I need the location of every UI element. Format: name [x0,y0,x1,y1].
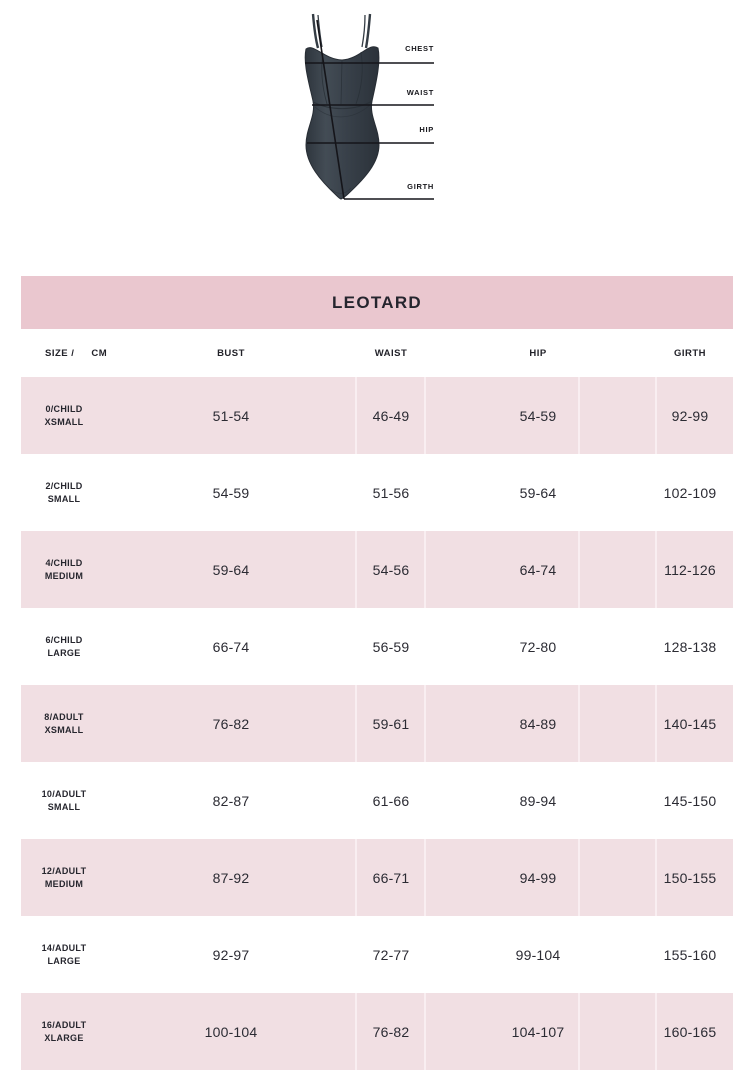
waist-value: 66-71 [372,869,410,886]
size-cell: 4/CHILD MEDIUM [24,531,104,608]
girth-value: 128-138 [663,638,717,655]
size-label-line: 6/CHILD [45,634,83,645]
size-unit-header: SIZE / CM [45,329,175,377]
girth-value: 102-109 [663,484,717,501]
bust-value: 59-64 [212,561,250,578]
size-label-line: SMALL [47,493,81,504]
column-header-bust: BUST [217,347,245,359]
table-row: 8/ADULT XSMALL 76-82 59-61 84-89 140-145 [21,685,733,762]
size-label-line: 2/CHILD [45,480,83,491]
size-chart: LEOTARD SIZE / CM BUST WAIST HIP GIRTH 0… [21,276,733,1070]
hip-value: 64-74 [519,561,557,578]
size-label-line: XLARGE [44,1032,84,1043]
size-cell: 10/ADULT SMALL [24,762,104,839]
table-row: 10/ADULT SMALL 82-87 61-66 89-94 145-150 [21,762,733,839]
chart-title: LEOTARD [332,292,422,312]
hip-value: 104-107 [511,1023,565,1040]
girth-diagonal-line [316,19,345,200]
column-header-hip: HIP [529,347,547,359]
size-label-line: XSMALL [44,724,84,735]
column-header-girth: GIRTH [673,347,707,359]
waist-value: 54-56 [372,561,410,578]
unit-header-label: CM [91,347,108,359]
bust-value: 82-87 [212,792,250,809]
size-label-line: 12/ADULT [41,865,87,876]
girth-value: 160-165 [663,1023,717,1040]
waist-label: WAIST [406,88,434,97]
size-label-line: 16/ADULT [41,1019,87,1030]
size-label-line: 4/CHILD [45,557,83,568]
size-cell: 0/CHILD XSMALL [24,377,104,454]
waist-value: 51-56 [372,484,410,501]
waist-value: 59-61 [372,715,410,732]
table-row: 0/CHILD XSMALL 51-54 46-49 54-59 92-99 [21,377,733,454]
hip-value: 54-59 [519,407,557,424]
girth-value: 112-126 [664,561,716,578]
girth-value: 140-145 [663,715,717,732]
table-row: 6/CHILD LARGE 66-74 56-59 72-80 128-138 [21,608,733,685]
table-row: 4/CHILD MEDIUM 59-64 54-56 64-74 112-126 [21,531,733,608]
bust-value: 54-59 [212,484,250,501]
size-label-line: XSMALL [44,416,84,427]
hip-value: 72-80 [519,638,557,655]
waist-value: 61-66 [372,792,410,809]
bust-value: 76-82 [212,715,250,732]
leotard-seams [312,51,373,194]
column-header-waist: WAIST [374,347,408,359]
girth-value: 155-160 [663,946,717,963]
size-label-line: 0/CHILD [45,403,83,414]
size-label-line: MEDIUM [44,570,84,581]
size-label-line: SMALL [47,801,81,812]
hip-value: 84-89 [519,715,557,732]
measurement-diagram: CHEST WAIST HIP GIRTH [0,0,754,240]
girth-value: 150-155 [663,869,717,886]
chart-header-row: SIZE / CM BUST WAIST HIP GIRTH [21,329,733,377]
table-row: 12/ADULT MEDIUM 87-92 66-71 94-99 150-155 [21,839,733,916]
size-cell: 8/ADULT XSMALL [24,685,104,762]
waist-value: 56-59 [372,638,410,655]
measurement-lines [305,19,434,200]
size-header-label: SIZE / [45,347,75,359]
chest-label: CHEST [405,44,434,53]
chart-title-band: LEOTARD [21,276,733,329]
table-row: 16/ADULT XLARGE 100-104 76-82 104-107 160-165 [21,993,733,1070]
size-label-line: 10/ADULT [41,788,87,799]
bust-value: 66-74 [212,638,250,655]
hip-value: 99-104 [515,946,561,963]
size-label-line: 8/ADULT [44,711,84,722]
size-label-line: LARGE [47,647,81,658]
size-label-line: LARGE [47,955,81,966]
girth-value: 92-99 [671,407,709,424]
size-cell: 14/ADULT LARGE [24,916,104,993]
waist-value: 76-82 [372,1023,410,1040]
table-row: 2/CHILD SMALL 54-59 51-56 59-64 102-109 [21,454,733,531]
bust-value: 87-92 [212,869,250,886]
bust-value: 51-54 [212,407,250,424]
size-rows: 0/CHILD XSMALL 51-54 46-49 54-59 92-99 2/CHILD… [21,377,733,1070]
table-row: 14/ADULT LARGE 92-97 72-77 99-104 155-160 [21,916,733,993]
hip-value: 59-64 [519,484,557,501]
hip-value: 94-99 [519,869,557,886]
bust-value: 100-104 [204,1023,258,1040]
size-cell: 2/CHILD SMALL [24,454,104,531]
leotard-illustration [304,13,434,200]
waist-value: 46-49 [372,407,410,424]
leotard-straps [311,13,372,49]
size-cell: 12/ADULT MEDIUM [24,839,104,916]
bust-value: 92-97 [212,946,250,963]
hip-label: HIP [419,125,434,134]
hip-value: 89-94 [519,792,557,809]
girth-value: 145-150 [663,792,717,809]
size-label-line: 14/ADULT [41,942,87,953]
size-cell: 16/ADULT XLARGE [24,993,104,1070]
waist-value: 72-77 [372,946,410,963]
girth-label: GIRTH [407,182,434,191]
size-cell: 6/CHILD LARGE [24,608,104,685]
size-label-line: MEDIUM [44,878,84,889]
